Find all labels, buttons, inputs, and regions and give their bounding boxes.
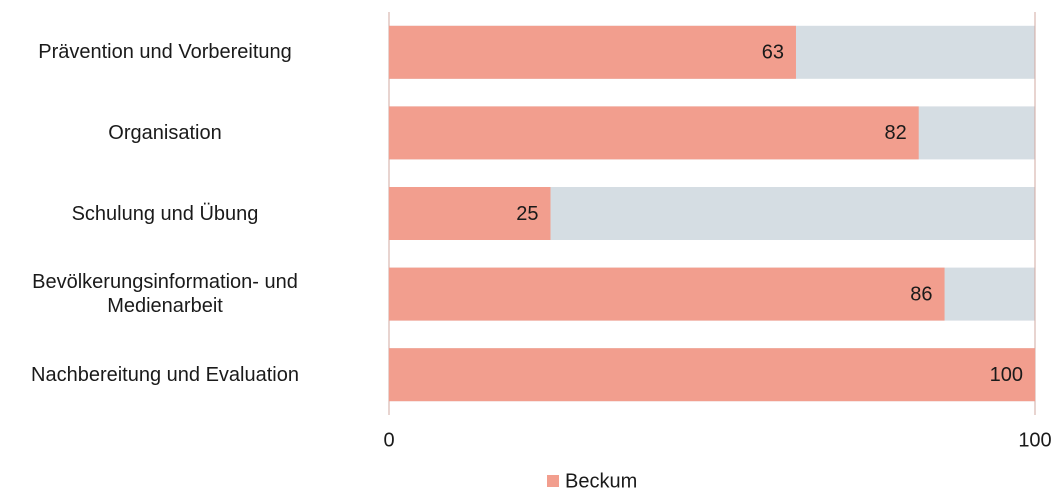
bar bbox=[389, 267, 945, 321]
value-label: 100 bbox=[990, 364, 1023, 386]
bar bbox=[389, 348, 1035, 402]
y-tick-label: Prävention und Vorbereitung bbox=[38, 41, 292, 64]
y-tick-label: Organisation bbox=[108, 121, 222, 144]
value-label: 82 bbox=[884, 122, 906, 144]
bar bbox=[389, 106, 919, 160]
y-tick-label: Nachbereitung und Evaluation bbox=[31, 363, 299, 386]
legend-swatch bbox=[547, 475, 559, 487]
x-tick-label: 100 bbox=[1018, 429, 1051, 451]
legend-label: Beckum bbox=[565, 470, 637, 492]
bar bbox=[389, 187, 551, 240]
x-tick-label: 0 bbox=[383, 429, 394, 451]
value-label: 63 bbox=[762, 42, 784, 64]
y-tick-label: Schulung und Übung bbox=[71, 202, 259, 225]
y-tick-label: Bevölkerungsinformation- und Medienarbei… bbox=[32, 271, 298, 318]
value-label: 25 bbox=[516, 203, 538, 225]
bar bbox=[389, 25, 796, 79]
value-label: 86 bbox=[910, 283, 932, 305]
